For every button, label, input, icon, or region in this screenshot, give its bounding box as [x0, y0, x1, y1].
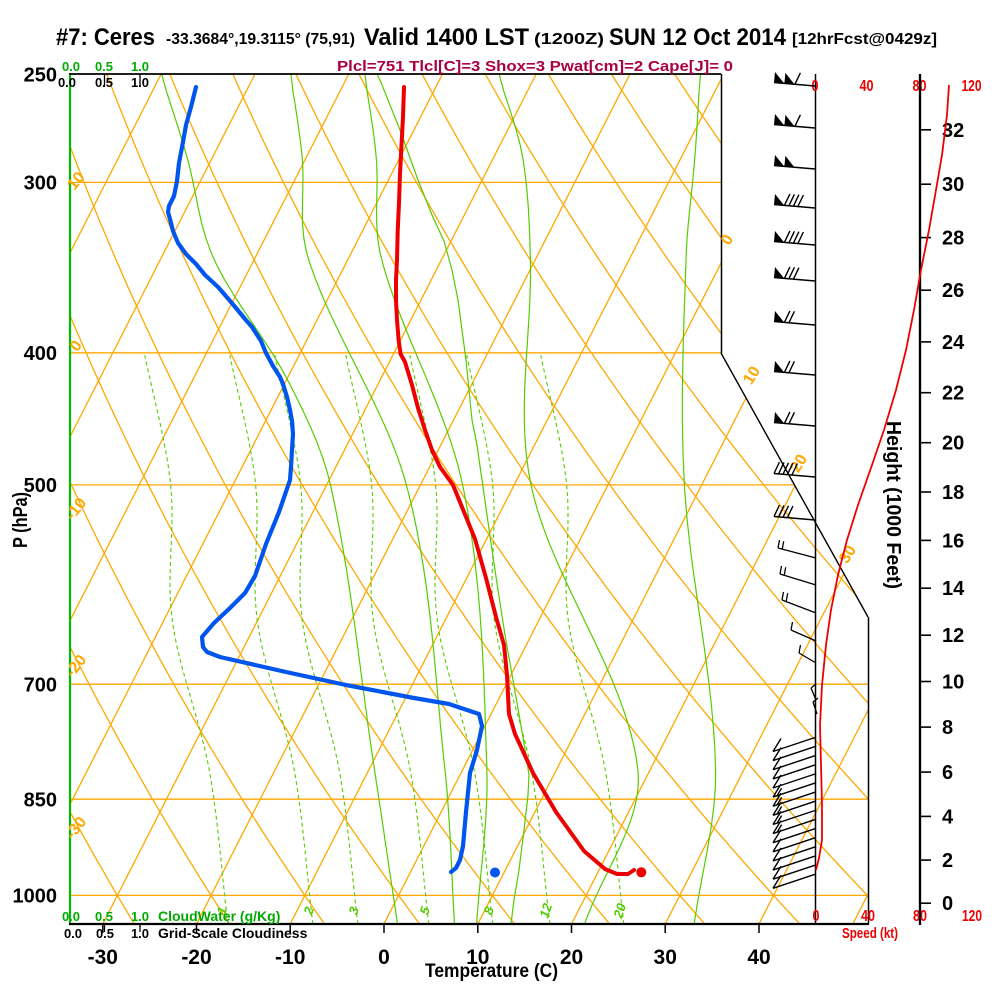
svg-text:10: 10 [942, 672, 964, 694]
svg-text:0.5: 0.5 [95, 59, 113, 74]
svg-text:700: 700 [24, 675, 57, 697]
svg-text:Plcl=751 Tlcl[C]=3 Shox=3 Pwat: Plcl=751 Tlcl[C]=3 Shox=3 Pwat[cm]=2 Cap… [337, 58, 733, 75]
svg-text:6: 6 [942, 762, 953, 784]
svg-text:0: 0 [942, 893, 953, 915]
svg-text:0: 0 [813, 908, 820, 925]
svg-text:0.0: 0.0 [62, 59, 80, 74]
svg-text:Height (1000 Feet): Height (1000 Feet) [882, 421, 904, 589]
svg-text:2: 2 [942, 850, 953, 872]
svg-text:0.0: 0.0 [58, 75, 76, 90]
svg-text:0: 0 [812, 78, 819, 95]
svg-text:40: 40 [861, 908, 875, 925]
svg-text:1.0: 1.0 [131, 75, 149, 90]
svg-text:20: 20 [942, 433, 964, 455]
svg-text:400: 400 [24, 343, 57, 365]
svg-text:Grid-Scale Cloudiness: Grid-Scale Cloudiness [158, 925, 308, 941]
svg-text:#7: Ceres: #7: Ceres [56, 24, 155, 51]
svg-text:0: 0 [378, 946, 390, 969]
svg-text:250: 250 [24, 64, 57, 86]
svg-text:P (hPa): P (hPa) [10, 492, 32, 548]
svg-text:16: 16 [942, 530, 964, 552]
svg-text:0.5: 0.5 [95, 909, 113, 924]
svg-text:8: 8 [942, 717, 953, 739]
svg-text:(1200Z): (1200Z) [534, 31, 604, 48]
svg-text:12: 12 [942, 625, 964, 647]
svg-text:32: 32 [942, 120, 964, 142]
svg-text:1.0: 1.0 [131, 926, 149, 941]
svg-text:120: 120 [962, 908, 982, 925]
svg-text:20: 20 [787, 451, 811, 475]
svg-text:1.0: 1.0 [131, 59, 149, 74]
svg-text:120: 120 [962, 78, 982, 95]
svg-text:0.0: 0.0 [64, 926, 82, 941]
svg-text:CloudWater (g/Kg): CloudWater (g/Kg) [158, 908, 280, 924]
svg-text:-20: -20 [181, 946, 211, 969]
svg-text:-10: -10 [275, 946, 305, 969]
svg-text:10: 10 [466, 946, 489, 969]
svg-text:24: 24 [942, 332, 965, 354]
svg-text:850: 850 [24, 790, 57, 812]
svg-text:18: 18 [942, 482, 964, 504]
svg-text:30: 30 [942, 174, 964, 196]
svg-text:20: 20 [610, 901, 629, 921]
svg-text:1000: 1000 [13, 886, 58, 908]
svg-text:0.5: 0.5 [96, 926, 114, 941]
svg-text:12: 12 [536, 901, 555, 920]
svg-text:-30: -30 [88, 946, 118, 969]
svg-text:300: 300 [24, 173, 57, 195]
svg-text:SUN 12 Oct 2014: SUN 12 Oct 2014 [609, 24, 787, 51]
svg-text:[12hrFcst@0429z]: [12hrFcst@0429z] [792, 31, 937, 48]
svg-text:30: 30 [654, 946, 677, 969]
svg-text:-33.3684°,19.3115° (75,91): -33.3684°,19.3115° (75,91) [166, 31, 355, 48]
svg-text:22: 22 [942, 383, 964, 405]
svg-text:1: 1 [213, 905, 230, 917]
svg-text:0.0: 0.0 [62, 909, 80, 924]
svg-text:Speed (kt): Speed (kt) [842, 926, 898, 942]
svg-text:Valid 1400 LST: Valid 1400 LST [364, 24, 529, 51]
svg-text:4: 4 [942, 806, 954, 828]
svg-text:20: 20 [560, 946, 583, 969]
svg-text:28: 28 [942, 228, 964, 250]
svg-text:0.5: 0.5 [95, 75, 113, 90]
svg-text:14: 14 [942, 578, 965, 600]
svg-text:40: 40 [860, 78, 874, 95]
svg-text:Temperature (C): Temperature (C) [425, 961, 558, 982]
svg-text:10: 10 [740, 363, 764, 387]
svg-text:500: 500 [24, 475, 57, 497]
svg-text:26: 26 [942, 280, 964, 302]
svg-text:40: 40 [747, 946, 770, 969]
svg-text:1.0: 1.0 [131, 909, 149, 924]
